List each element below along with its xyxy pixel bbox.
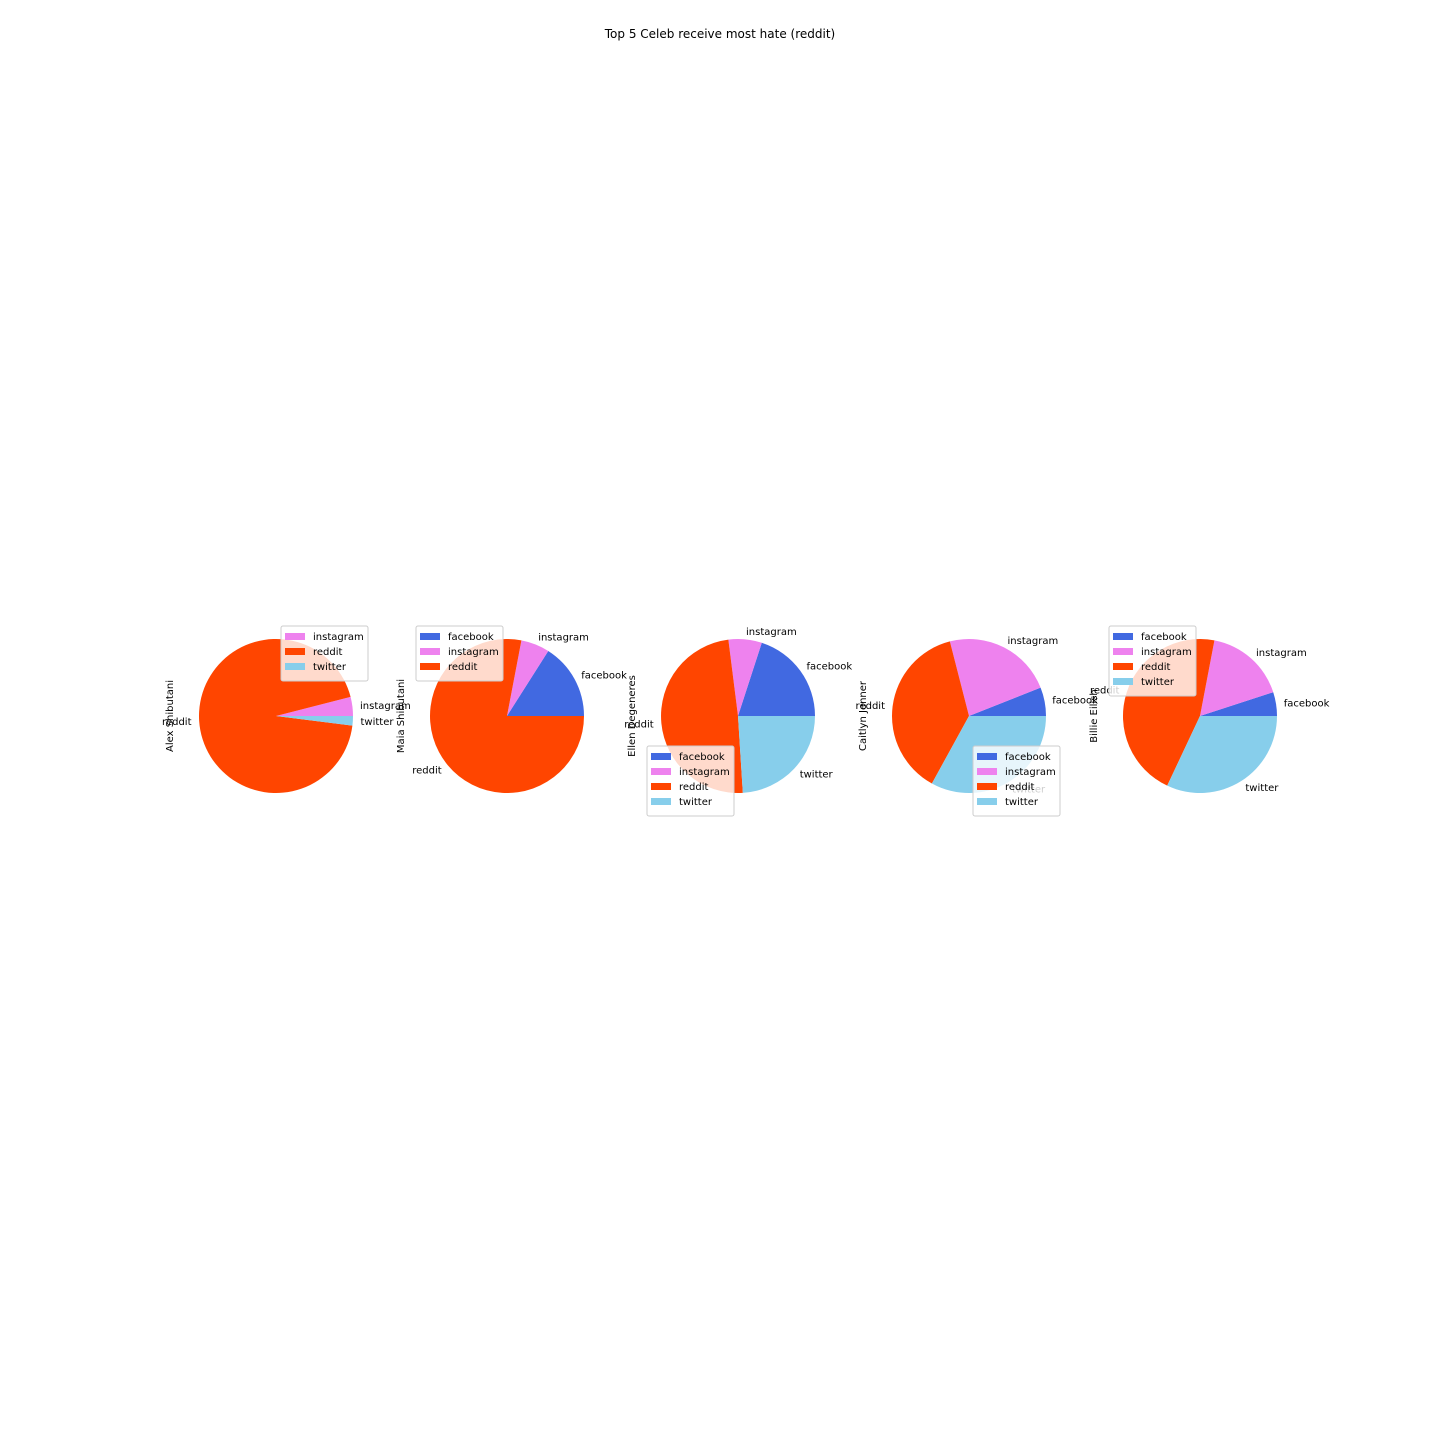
pie-slice-label: twitter xyxy=(800,770,834,781)
legend-label: reddit xyxy=(448,662,478,673)
pie-wedge-instagram xyxy=(728,639,762,716)
legend-swatch-reddit xyxy=(285,648,305,655)
legend-swatch-instagram xyxy=(977,768,997,775)
legend-swatch-instagram xyxy=(285,633,305,640)
legend-swatch-reddit xyxy=(1113,663,1133,670)
legend-swatch-twitter xyxy=(285,663,305,670)
legend-label: instagram xyxy=(1005,767,1056,778)
legend-label: twitter xyxy=(1141,677,1175,688)
pie-legend: instagram reddit twitter xyxy=(280,625,369,682)
pie-legend: facebook instagram reddit twitter xyxy=(1108,625,1197,697)
pie-ylabel: Ellen Degeneres xyxy=(627,675,638,757)
pie-ylabel: Alex Shibutani xyxy=(165,680,176,752)
legend-swatch-instagram xyxy=(420,648,440,655)
pie-chart-billie-eilish: Billie Eilish facebook instagram reddit twit… xyxy=(1089,625,1330,794)
pie-chart-caitlyn-jenner: Caitlyn Jenner facebook instagram reddit twi… xyxy=(856,636,1098,817)
legend-swatch-instagram xyxy=(1113,648,1133,655)
legend-swatch-facebook xyxy=(420,633,440,640)
legend-label: facebook xyxy=(679,752,725,763)
pie-wedge-facebook xyxy=(738,642,815,716)
legend-swatch-facebook xyxy=(1113,633,1133,640)
pie-wedge-twitter xyxy=(276,716,353,726)
legend-swatch-twitter xyxy=(651,798,671,805)
pie-chart-ellen-degeneres: Ellen Degeneres facebook instagram reddit tw… xyxy=(624,627,853,817)
legend-label: twitter xyxy=(1005,797,1039,808)
pie-slice-label: reddit xyxy=(624,720,654,731)
legend-swatch-reddit xyxy=(651,783,671,790)
pie-slice-label: instagram xyxy=(746,627,797,638)
pie-slice-label: facebook xyxy=(581,671,627,682)
legend-label: instagram xyxy=(448,647,499,658)
legend-label: facebook xyxy=(1005,752,1051,763)
pie-slice-label: instagram xyxy=(1008,636,1059,647)
pie-legend: facebook instagram reddit twitter xyxy=(972,745,1061,817)
legend-label: twitter xyxy=(679,797,713,808)
pie-slice-label: reddit xyxy=(412,766,442,777)
legend-swatch-reddit xyxy=(977,783,997,790)
pie-slice-label: reddit xyxy=(1090,685,1120,696)
pie-wedge-facebook xyxy=(507,650,584,716)
legend-label: reddit xyxy=(679,782,709,793)
legend-swatch-facebook xyxy=(651,753,671,760)
pie-wedge-twitter xyxy=(1167,716,1277,794)
pie-slice-label: facebook xyxy=(807,662,853,673)
legend-swatch-twitter xyxy=(977,798,997,805)
legend-label: reddit xyxy=(313,647,343,658)
pie-slice-label: reddit xyxy=(856,701,886,712)
legend-swatch-facebook xyxy=(977,753,997,760)
pie-ylabel: Maia Shibutani xyxy=(396,679,407,753)
pie-slice-label: instagram xyxy=(538,633,589,644)
pie-wedge-instagram xyxy=(949,639,1041,716)
pie-legend: facebook instagram reddit xyxy=(415,625,504,682)
pie-wedge-instagram xyxy=(1200,640,1274,716)
pie-wedge-twitter xyxy=(738,716,815,793)
pie-slice-label: facebook xyxy=(1052,696,1098,707)
pie-slice-label: facebook xyxy=(1284,698,1330,709)
legend-label: reddit xyxy=(1141,662,1171,673)
pie-legend: facebook instagram reddit twitter xyxy=(646,745,735,817)
legend-label: reddit xyxy=(1005,782,1035,793)
legend-swatch-reddit xyxy=(420,663,440,670)
legend-label: twitter xyxy=(313,662,347,673)
legend-label: facebook xyxy=(448,632,494,643)
pie-slice-label: instagram xyxy=(1256,648,1307,659)
pie-slice-label: instagram xyxy=(360,701,411,712)
legend-swatch-twitter xyxy=(1113,678,1133,685)
pie-wedge-facebook xyxy=(1200,692,1277,716)
pie-slice-label: twitter xyxy=(361,717,395,728)
pie-ylabel: Billie Eilish xyxy=(1089,689,1100,743)
pie-wedge-reddit xyxy=(891,641,969,784)
legend-label: instagram xyxy=(679,767,730,778)
legend-label: instagram xyxy=(1141,647,1192,658)
pie-chart-maia-shibutani: Maia Shibutanifacebookinstagramredditfac… xyxy=(396,625,627,793)
pie-wedge-instagram xyxy=(276,696,353,716)
legend-label: facebook xyxy=(1141,632,1187,643)
pie-ylabel: Caitlyn Jenner xyxy=(858,680,869,751)
pie-wedge-instagram xyxy=(507,640,549,716)
legend-label: instagram xyxy=(313,632,364,643)
pie-slice-label: reddit xyxy=(162,717,192,728)
pie-wedge-facebook xyxy=(969,687,1046,716)
pie-slice-label: twitter xyxy=(1245,783,1279,794)
legend-swatch-instagram xyxy=(651,768,671,775)
figure-title: Top 5 Celeb receive most hate (reddit) xyxy=(604,27,835,41)
